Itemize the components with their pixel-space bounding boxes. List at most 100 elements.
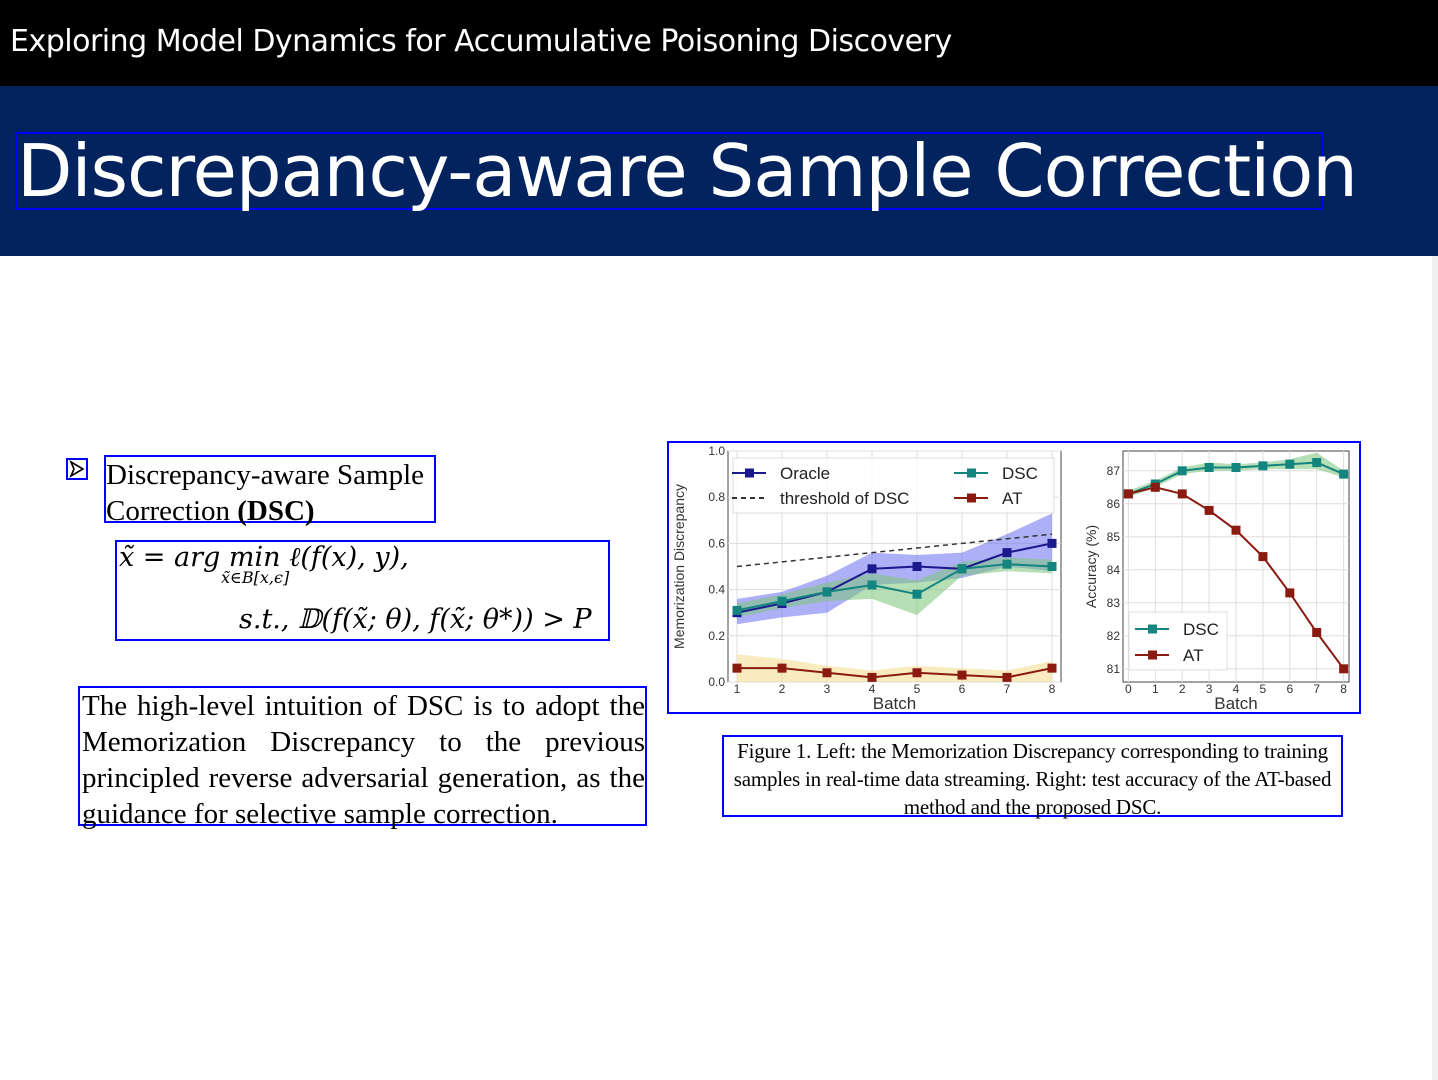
series-line-oracle	[736, 542, 1053, 614]
data-point-at	[777, 663, 787, 673]
intuition-paragraph: The high-level intuition of DSC is to ad…	[78, 686, 647, 830]
data-point-at	[1285, 588, 1295, 598]
data-point-at	[1231, 525, 1241, 535]
x-tick-label: 5	[914, 682, 921, 696]
legend: DSC AT	[1128, 611, 1228, 671]
formula-condition: s.t., 𝔻(f(x̃; θ), f(x̃; θ*)) > P	[239, 604, 592, 635]
data-point-dsc	[822, 587, 832, 597]
legend-label: DSC	[1002, 464, 1038, 483]
x-axis-label: Batch	[1214, 694, 1257, 712]
data-point-at	[1339, 664, 1349, 674]
data-point-at	[1002, 672, 1012, 682]
data-point-at	[1312, 628, 1322, 637]
slide-title-band	[0, 86, 1438, 256]
data-point-at	[1177, 489, 1187, 499]
data-point-at	[1123, 489, 1133, 499]
data-point-oracle	[912, 562, 922, 571]
y-tick-label: 0.6	[708, 536, 725, 550]
y-tick-label: 0.0	[708, 675, 725, 689]
figure: 1 2 3 4 5 6 7 8 0.0 0.2 0.4 0.6 0.8 1.0 Batch Memorizat…	[667, 441, 1361, 714]
legend-box	[732, 457, 1055, 514]
data-point-at	[1204, 505, 1214, 515]
legend-box	[1128, 611, 1228, 671]
data-point-dsc	[1312, 458, 1322, 468]
x-tick-label: 6	[959, 682, 966, 696]
course-title: Exploring Model Dynamics for Accumulativ…	[10, 24, 952, 59]
bullet-abbrev: (DSC)	[237, 495, 315, 527]
data-point-oracle	[867, 564, 877, 574]
y-tick-label: 81	[1107, 662, 1121, 676]
x-tick-label: 4	[1233, 682, 1240, 696]
bullet-text: Discrepancy-aware Sample Correction	[106, 459, 425, 527]
data-point-dsc	[1285, 459, 1295, 469]
chart-panel-2: 0 1 2 3 4 5 6 7 8 81 82 83 84 85 86 87 Batch Accuracy (%)…	[1083, 450, 1350, 712]
arrow-bullet-icon	[66, 458, 88, 480]
data-point-dsc	[957, 564, 967, 574]
y-tick-label: 87	[1107, 464, 1121, 478]
legend-label: threshold of DSC	[780, 489, 909, 508]
legend-marker	[1148, 650, 1157, 660]
data-point-dsc	[732, 605, 742, 615]
x-axis-label: Batch	[873, 694, 916, 712]
x-tick-label: 5	[1260, 682, 1267, 696]
data-point-dsc	[1002, 559, 1012, 569]
legend-marker	[967, 468, 976, 478]
slide-title: Discrepancy-aware Sample Correction	[15, 129, 1358, 213]
x-tick-label: 8	[1340, 682, 1347, 696]
series-line-at	[737, 667, 1053, 679]
data-point-oracle	[1002, 548, 1012, 558]
legend: Oracle threshold of DSC DSC AT	[732, 457, 1055, 514]
x-tick-label: 2	[779, 682, 786, 696]
data-point-dsc	[1047, 562, 1057, 571]
legend-label: DSC	[1183, 620, 1219, 639]
data-point-at	[822, 668, 832, 678]
y-tick-label: 0.8	[708, 490, 725, 504]
y-tick-label: 1.0	[708, 444, 725, 458]
legend-label: Oracle	[780, 464, 830, 483]
y-axis-label: Memorization Discrepancy	[671, 484, 687, 649]
x-tick-label: 4	[869, 682, 876, 696]
data-point-at	[957, 670, 967, 680]
y-tick-label: 86	[1107, 497, 1121, 511]
x-tick-label: 0	[1125, 682, 1132, 696]
data-point-dsc	[912, 589, 922, 599]
y-tick-label: 83	[1107, 596, 1121, 610]
data-point-dsc	[1339, 469, 1349, 479]
x-tick-label: 3	[824, 682, 831, 696]
x-tick-label: 7	[1004, 682, 1011, 696]
x-tick-label: 8	[1049, 682, 1056, 696]
x-tick-label: 1	[1152, 682, 1159, 696]
data-point-at	[867, 672, 877, 682]
course-title-bar: Exploring Model Dynamics for Accumulativ…	[0, 0, 1438, 86]
x-tick-label: 7	[1313, 682, 1320, 696]
data-point-dsc	[867, 580, 877, 590]
confidence-band-dsc	[737, 557, 1052, 618]
y-axis-label: Accuracy (%)	[1083, 525, 1099, 608]
legend-label: AT	[1183, 646, 1203, 665]
dsc-formula: x̃ = arg min ℓ(f(x), y), x̃∈B[x,ϵ] s.t.,…	[115, 540, 610, 641]
data-point-dsc	[1231, 463, 1241, 472]
formula-constraint-set: x̃∈B[x,ϵ]	[221, 568, 290, 587]
slide-edge	[1432, 256, 1438, 1080]
data-point-oracle	[1047, 538, 1057, 548]
x-tick-label: 6	[1286, 682, 1293, 696]
data-point-dsc	[777, 596, 787, 606]
data-point-dsc	[1204, 463, 1214, 472]
x-tick-label: 1	[734, 682, 741, 696]
y-tick-label: 84	[1107, 563, 1121, 577]
y-tick-label: 85	[1107, 530, 1121, 544]
data-point-dsc	[1258, 461, 1268, 471]
data-point-at	[1047, 663, 1057, 673]
figure-caption: Figure 1. Left: the Memorization Discrep…	[722, 735, 1343, 819]
x-tick-label: 3	[1206, 682, 1213, 696]
formula-objective: x̃ = arg min ℓ(f(x), y),	[119, 542, 409, 573]
x-tick-label: 2	[1179, 682, 1186, 696]
figure-svg: 1 2 3 4 5 6 7 8 0.0 0.2 0.4 0.6 0.8 1.0 Batch Memorizat…	[671, 444, 1350, 712]
data-point-dsc	[1177, 466, 1187, 476]
series-line-dsc	[736, 563, 1053, 612]
legend-label: AT	[1002, 489, 1022, 508]
y-tick-label: 0.2	[708, 629, 725, 643]
data-point-at	[1150, 482, 1160, 492]
data-point-at	[732, 663, 742, 673]
series-line-threshold-of-dsc	[736, 533, 1053, 568]
